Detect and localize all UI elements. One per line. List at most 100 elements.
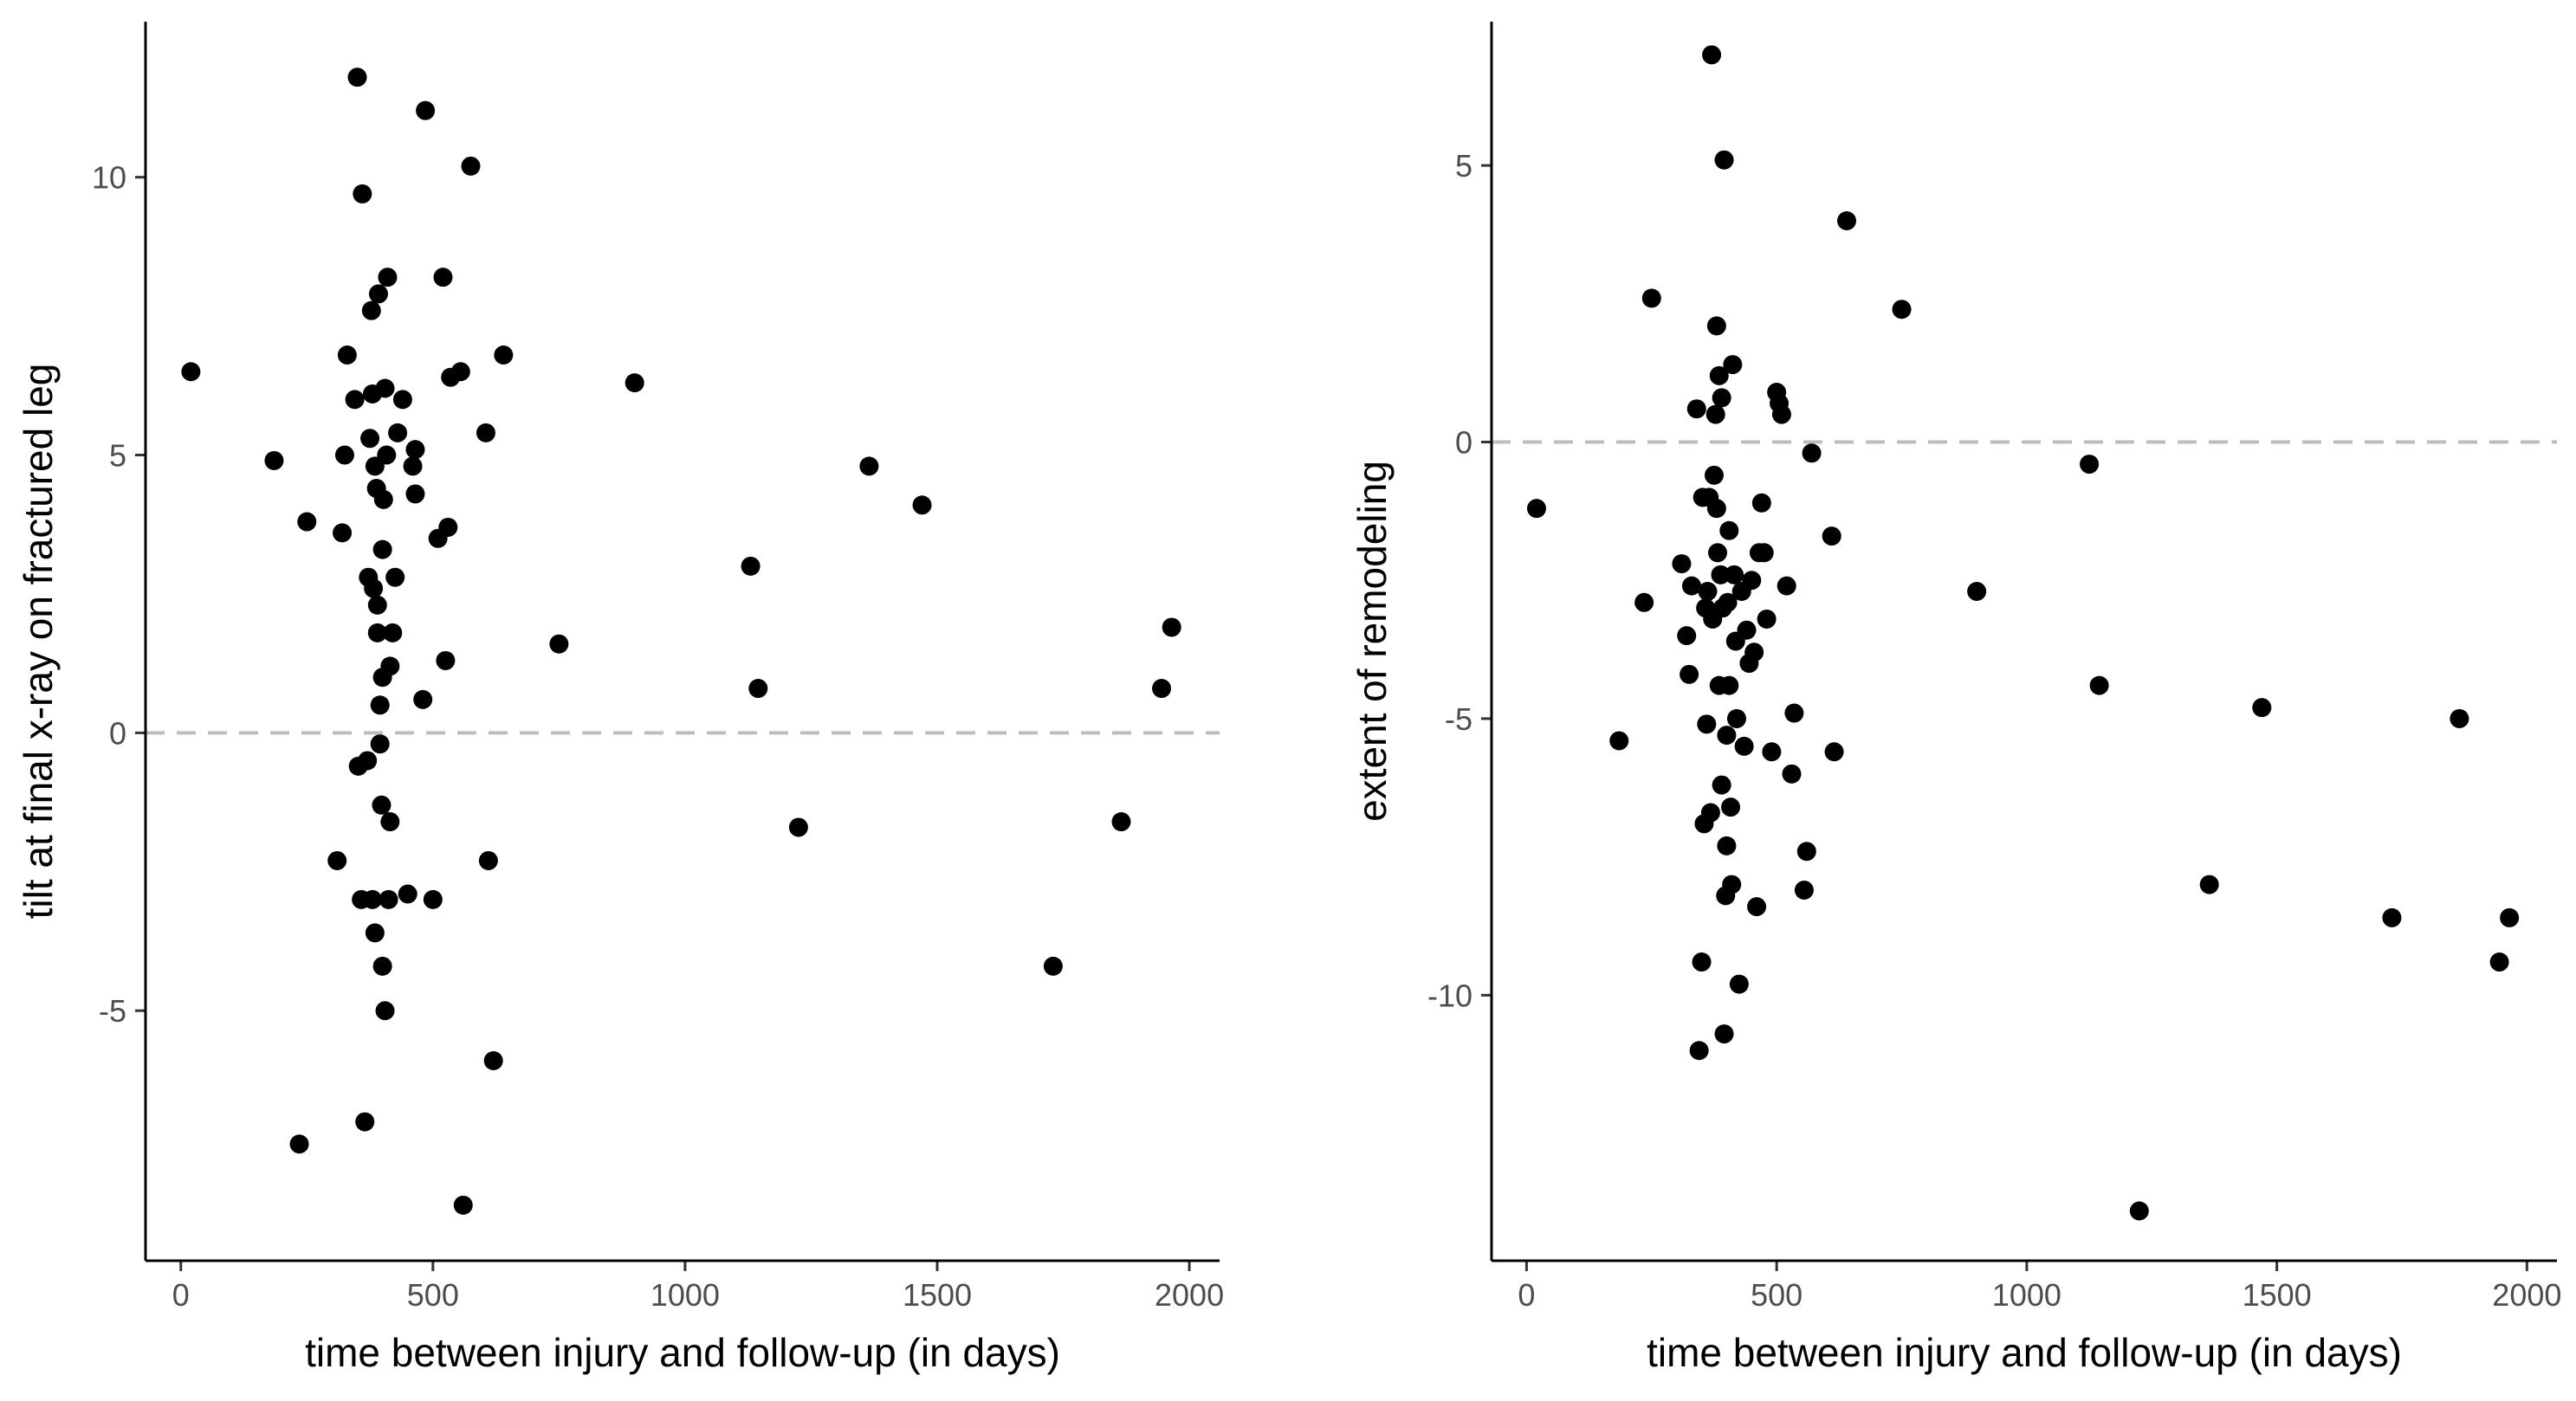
data-point bbox=[367, 623, 387, 642]
data-point bbox=[494, 345, 514, 365]
data-point bbox=[353, 184, 372, 203]
data-point bbox=[478, 850, 498, 870]
data-point bbox=[1152, 679, 1172, 699]
data-point bbox=[1717, 836, 1737, 855]
data-point bbox=[383, 623, 403, 642]
data-point bbox=[1719, 520, 1739, 540]
tilt-scatter-panel: 0 500 1000 1500 2000 -5 0 5 10 time between inj… bbox=[16, 22, 1224, 1375]
data-point bbox=[1742, 571, 1762, 591]
data-point bbox=[1771, 404, 1791, 424]
data-point bbox=[337, 345, 357, 365]
data-point bbox=[1111, 812, 1131, 832]
data-point bbox=[297, 512, 317, 532]
data-point bbox=[1722, 875, 1742, 894]
data-point bbox=[372, 795, 392, 815]
data-point bbox=[788, 817, 808, 837]
data-point bbox=[2080, 455, 2100, 475]
x-axis-title: time between injury and follow-up (in da… bbox=[1647, 1330, 2402, 1375]
data-point bbox=[1686, 399, 1706, 419]
data-point bbox=[375, 378, 395, 398]
data-point bbox=[1698, 582, 1718, 602]
y-tick-label: 5 bbox=[1455, 148, 1472, 184]
data-point bbox=[2489, 952, 2509, 972]
data-point bbox=[625, 373, 644, 393]
data-point bbox=[360, 429, 380, 449]
data-point bbox=[912, 495, 932, 515]
data-point bbox=[405, 440, 425, 460]
y-tick-label: -5 bbox=[99, 993, 126, 1029]
data-point bbox=[1709, 365, 1729, 385]
data-point bbox=[1689, 1041, 1709, 1061]
data-point bbox=[1714, 150, 1734, 170]
data-point bbox=[450, 362, 470, 382]
data-point bbox=[370, 695, 390, 715]
y-tick-label: 0 bbox=[109, 715, 126, 751]
data-point bbox=[1802, 443, 1822, 463]
data-point bbox=[453, 1195, 473, 1215]
data-point bbox=[334, 445, 354, 465]
data-point bbox=[1718, 592, 1738, 612]
data-point bbox=[1702, 45, 1722, 65]
data-point bbox=[1837, 210, 1856, 230]
data-point bbox=[1711, 565, 1731, 584]
data-point bbox=[1706, 499, 1726, 519]
x-tick-label: 1000 bbox=[1992, 1277, 2061, 1313]
y-tick-label: -10 bbox=[1427, 978, 1472, 1013]
data-point bbox=[1725, 565, 1744, 584]
data-point bbox=[2500, 907, 2520, 927]
x-tick-label: 2000 bbox=[1155, 1277, 1224, 1313]
data-point bbox=[549, 634, 569, 654]
data-point bbox=[373, 489, 393, 509]
data-point bbox=[405, 484, 425, 504]
data-point bbox=[1744, 642, 1764, 662]
data-point bbox=[1796, 842, 1816, 862]
data-point bbox=[345, 390, 365, 410]
y-tick-label: 10 bbox=[92, 160, 126, 196]
x-axis-ticks: 0 500 1000 1500 2000 bbox=[1518, 1261, 2561, 1313]
data-point bbox=[1721, 797, 1741, 817]
data-point bbox=[1967, 582, 1987, 602]
x-tick-label: 500 bbox=[407, 1277, 459, 1313]
data-point bbox=[362, 889, 382, 909]
data-point bbox=[1757, 609, 1777, 629]
data-point bbox=[358, 751, 378, 771]
data-point bbox=[1700, 803, 1720, 823]
data-point bbox=[1705, 404, 1725, 424]
data-point bbox=[1672, 554, 1692, 574]
data-point bbox=[1754, 543, 1774, 563]
data-point bbox=[1712, 775, 1731, 795]
data-point bbox=[1719, 675, 1739, 695]
data-point bbox=[375, 1001, 395, 1021]
data-point bbox=[380, 812, 400, 832]
data-point bbox=[364, 578, 384, 598]
remodeling-scatter-panel: 0 500 1000 1500 2000 -10 -5 0 5 time between in… bbox=[1349, 22, 2561, 1375]
data-point bbox=[433, 268, 453, 287]
data-point bbox=[1692, 952, 1712, 972]
data-point bbox=[1043, 956, 1063, 976]
data-point bbox=[2252, 698, 2272, 718]
data-point bbox=[1677, 626, 1697, 646]
data-point bbox=[327, 850, 347, 870]
data-point bbox=[365, 923, 385, 943]
data-point bbox=[2450, 708, 2469, 728]
data-point bbox=[1712, 388, 1731, 408]
x-axis-ticks: 0 500 1000 1500 2000 bbox=[172, 1261, 1224, 1313]
data-point bbox=[1782, 764, 1802, 784]
x-tick-label: 500 bbox=[1751, 1277, 1803, 1313]
data-point bbox=[361, 300, 381, 320]
y-axis-title: tilt at final x-ray on fractured leg bbox=[16, 364, 61, 920]
y-axis-ticks: -10 -5 0 5 bbox=[1427, 148, 1492, 1013]
data-point bbox=[367, 595, 387, 615]
data-point bbox=[476, 423, 495, 442]
data-point bbox=[370, 734, 390, 754]
data-point bbox=[1609, 731, 1629, 751]
tilt-data-points bbox=[181, 68, 1181, 1215]
data-point bbox=[1777, 576, 1796, 596]
data-point bbox=[1634, 592, 1654, 612]
remodeling-data-points bbox=[1526, 45, 2520, 1221]
x-tick-label: 1000 bbox=[650, 1277, 720, 1313]
data-point bbox=[1697, 714, 1717, 734]
data-point bbox=[2089, 675, 2109, 695]
data-point bbox=[264, 450, 284, 470]
